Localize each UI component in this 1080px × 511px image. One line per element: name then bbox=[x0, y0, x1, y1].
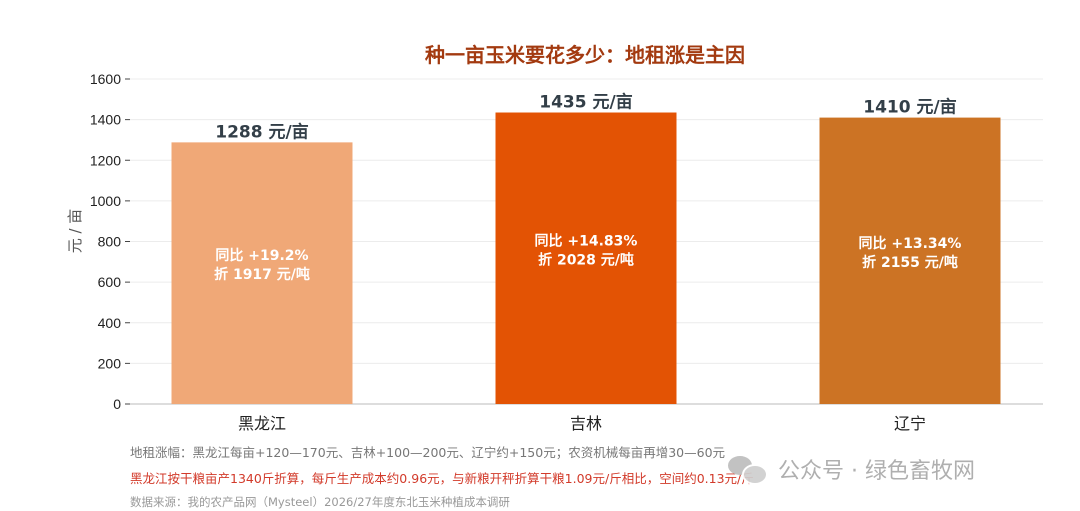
bar-chart: 种一亩玉米要花多少：地租涨是主因 0 200 400 600 800 1000 1200 14… bbox=[66, 43, 1043, 433]
x-tick-label: 辽宁 bbox=[894, 414, 926, 433]
y-tick-label: 200 bbox=[98, 355, 122, 371]
bar-inner-label: 同比 +13.34% bbox=[859, 235, 962, 252]
bar-1 bbox=[495, 112, 677, 404]
note-heilongjiang-cost: 黑龙江按干粮亩产1340斤折算，每斤生产成本约0.96元，与新粮开秤折算干粮1.… bbox=[130, 471, 754, 486]
bar-inner-label: 折 2155 元/吨 bbox=[862, 254, 958, 271]
bar-inner-label: 折 2028 元/吨 bbox=[538, 251, 634, 268]
y-tick-label: 1200 bbox=[90, 152, 121, 168]
x-tick-label: 黑龙江 bbox=[238, 414, 286, 433]
bar-inner-label: 同比 +19.2% bbox=[215, 247, 308, 264]
bar-2 bbox=[819, 117, 1001, 404]
value-label: 1288 元/亩 bbox=[215, 121, 308, 142]
y-tick-label: 1600 bbox=[90, 71, 121, 87]
bars: 1288 元/亩同比 +19.2% 折 1917 元/吨 1435 元/亩同比 +1… bbox=[171, 92, 1001, 404]
chart-title: 种一亩玉米要花多少：地租涨是主因 bbox=[424, 43, 745, 67]
y-tick-label: 800 bbox=[98, 234, 122, 250]
wechat-icon bbox=[728, 454, 768, 485]
x-tick-label: 吉林 bbox=[570, 414, 602, 433]
watermark: 公众号 · 绿色畜牧网 bbox=[728, 452, 975, 486]
watermark-text: 公众号 · 绿色畜牧网 bbox=[778, 459, 975, 484]
note-data-source: 数据来源：我的农产品网（Mysteel）2026/27年度东北玉米种植成本调研 bbox=[130, 495, 510, 509]
y-tick-label: 400 bbox=[98, 315, 122, 331]
value-label: 1435 元/亩 bbox=[539, 92, 632, 113]
bar-inner-label: 同比 +14.83% bbox=[535, 232, 638, 249]
y-tick-label: 1400 bbox=[90, 112, 121, 128]
x-axis: 黑龙江 吉林 辽宁 bbox=[238, 414, 926, 433]
bar-0 bbox=[171, 142, 353, 404]
y-axis: 0 200 400 600 800 1000 1200 1400 1600 bbox=[90, 71, 130, 412]
value-label: 1410 元/亩 bbox=[863, 97, 956, 118]
bar-inner-label: 折 1917 元/吨 bbox=[214, 266, 310, 283]
note-rent-increase: 地租涨幅：黑龙江每亩+120—170元、吉林+100—200元、辽宁约+150元… bbox=[130, 445, 726, 460]
y-tick-label: 0 bbox=[113, 396, 121, 412]
y-tick-label: 1000 bbox=[90, 193, 121, 209]
y-axis-label: 元 / 亩 bbox=[66, 209, 84, 254]
y-tick-label: 600 bbox=[98, 274, 122, 290]
